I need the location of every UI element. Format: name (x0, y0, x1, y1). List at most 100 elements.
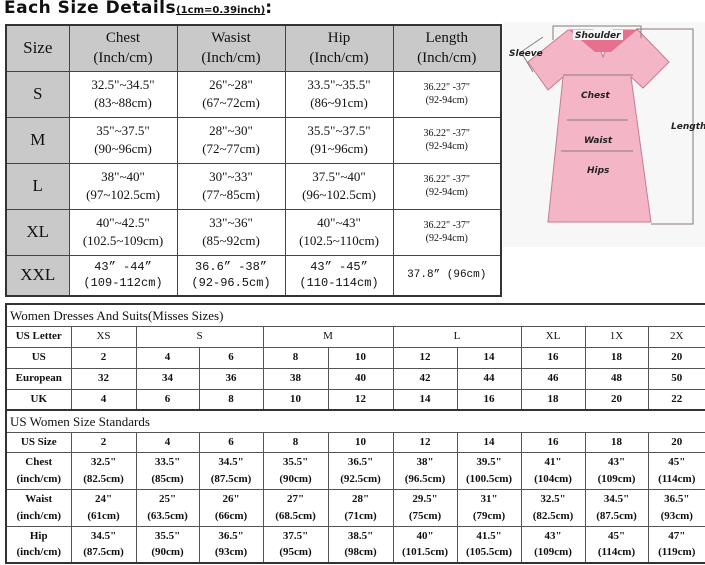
size-cell: XXL (5, 254, 70, 297)
letter-size-cell: 2X (647, 325, 705, 348)
value-cell: 50 (647, 367, 705, 390)
column-header: Chest (Inch/cm) (68, 24, 178, 72)
title-colon: : (265, 0, 273, 18)
value-cell: 27" (68.5cm) (262, 488, 329, 527)
row-label: Waist (inch/cm) (5, 488, 72, 527)
value-cell: 12 (392, 431, 458, 453)
value-cell: 20 (647, 431, 705, 453)
page-title: Each Size Details(1cm=0.39inch): (4, 0, 273, 18)
value-cell: 4 (70, 388, 137, 411)
length-cell: 36.22" -37" (92-94cm) (392, 208, 502, 256)
waist-cell: 30"~33" (77~85cm) (176, 162, 286, 210)
column-header: Wasist (Inch/cm) (176, 24, 286, 72)
value-cell: 34.5" (87.5cm) (70, 525, 137, 564)
value-cell: 44 (456, 367, 522, 390)
value-cell: 46 (520, 367, 586, 390)
value-cell: 35.5" (90cm) (262, 451, 329, 490)
value-cell: 10 (327, 431, 394, 453)
value-cell: 45" (114cm) (584, 525, 649, 564)
header-row: Size Chest (Inch/cm) Wasist (Inch/cm) Hip (… (5, 24, 502, 72)
value-cell: 25" (63.5cm) (135, 488, 200, 527)
value-cell: 12 (327, 388, 394, 411)
section-title-row: Women Dresses And Suits(Misses Sizes) (5, 303, 705, 327)
value-cell: 38.5" (98cm) (327, 525, 394, 564)
row-label: US Size (5, 431, 72, 453)
value-cell: 43" (109cm) (584, 451, 649, 490)
chest-cell: 38"~40" (97~102.5cm) (68, 162, 178, 210)
chest-label: Chest (581, 91, 610, 101)
waist-cell: 28"~30" (72~77cm) (176, 116, 286, 164)
value-cell: 42 (392, 367, 458, 390)
shoulder-label: Shoulder (575, 31, 621, 41)
letter-size-cell: S (135, 325, 264, 348)
sleeve-label: Sleeve (509, 49, 543, 59)
value-cell: 2 (70, 346, 137, 369)
column-header: Length (Inch/cm) (392, 24, 502, 72)
value-cell: 34 (135, 367, 200, 390)
chest-cell: 40"~42.5" (102.5~109cm) (68, 208, 178, 256)
value-cell: 8 (198, 388, 264, 411)
value-cell: 29.5" (75cm) (392, 488, 458, 527)
value-cell: 48 (584, 367, 649, 390)
size-header: Size (5, 24, 70, 72)
hip-cell: 35.5"~37.5" (91~96cm) (284, 116, 394, 164)
value-cell: 20 (584, 388, 649, 411)
waist-cell: 33"~36" (85~92cm) (176, 208, 286, 256)
value-cell: 4 (135, 346, 200, 369)
value-cell: 32.5" (82.5cm) (70, 451, 137, 490)
chest-cell: 35"~37.5" (90~96cm) (68, 116, 178, 164)
section-title: Women Dresses And Suits(Misses Sizes) (5, 303, 705, 327)
value-cell: 41.5" (105.5cm) (456, 525, 522, 564)
table-row: European 32 34 36 38 40 42 44 46 48 50 (5, 367, 705, 390)
value-cell: 41" (104cm) (520, 451, 586, 490)
value-cell: 18 (584, 346, 649, 369)
value-cell: 36.5" (93cm) (198, 525, 264, 564)
hips-label: Hips (587, 166, 610, 176)
value-cell: 40" (101.5cm) (392, 525, 458, 564)
row-label: Hip (inch/cm) (5, 525, 72, 564)
hip-cell: 33.5"~35.5" (86~91cm) (284, 70, 394, 118)
value-cell: 40 (327, 367, 394, 390)
value-cell: 22 (647, 388, 705, 411)
value-cell: 14 (392, 388, 458, 411)
size-cell: XL (5, 208, 70, 256)
size-cell: L (5, 162, 70, 210)
value-cell: 36 (198, 367, 264, 390)
dress-shape-icon (527, 29, 670, 223)
value-cell: 4 (135, 431, 200, 453)
row-label: Chest (inch/cm) (5, 451, 72, 490)
size-cell: S (5, 70, 70, 118)
value-cell: 18 (584, 431, 649, 453)
letter-size-cell: M (262, 325, 394, 348)
size-cell: M (5, 116, 70, 164)
value-cell: 10 (262, 388, 329, 411)
value-cell: 32 (70, 367, 137, 390)
value-cell: 43" (109cm) (520, 525, 586, 564)
value-cell: 37.5" (95cm) (262, 525, 329, 564)
value-cell: 34.5" (87.5cm) (198, 451, 264, 490)
row-label: US (5, 346, 72, 369)
value-cell: 8 (262, 431, 329, 453)
value-cell: 28" (71cm) (327, 488, 394, 527)
table-row: XL 40"~42.5" (102.5~109cm) 33"~36" (85~92c… (5, 208, 502, 256)
value-cell: 36.5" (93cm) (647, 488, 705, 527)
chest-cell: 43” -44” (109-112cm) (68, 254, 178, 297)
length-cell: 37.8” (96cm) (392, 254, 502, 297)
us-letter-row: US Letter XS S M L XL 1X 2X (5, 325, 705, 348)
letter-size-cell: XL (520, 325, 586, 348)
hip-cell: 40"~43" (102.5~110cm) (284, 208, 394, 256)
unit-note: (1cm=0.39inch) (176, 5, 266, 16)
letter-size-cell: 1X (584, 325, 649, 348)
value-cell: 16 (456, 388, 522, 411)
value-cell: 6 (198, 346, 264, 369)
length-label: Length (671, 122, 705, 132)
value-cell: 16 (520, 431, 586, 453)
value-cell: 32.5" (82.5cm) (520, 488, 586, 527)
value-cell: 39.5" (100.5cm) (456, 451, 522, 490)
value-cell: 18 (520, 388, 586, 411)
letter-size-cell: L (392, 325, 522, 348)
title-main: Each Size Details (4, 0, 177, 18)
value-cell: 36.5" (92.5cm) (327, 451, 394, 490)
table-row: XXL 43” -44” (109-112cm) 36.6” -38” (92-96… (5, 254, 502, 297)
size-details-table: Size Chest (Inch/cm) Wasist (Inch/cm) Hip (… (5, 24, 502, 297)
